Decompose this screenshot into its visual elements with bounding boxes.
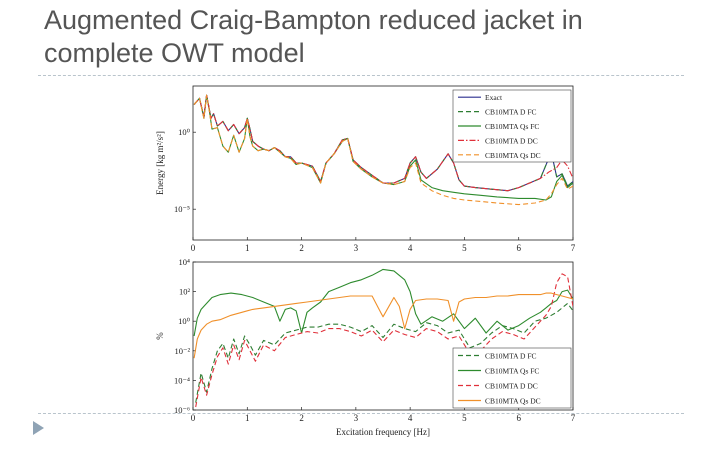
legend: CB10MTA D FC CB10MTA Qs FC CB10MTA D DC CB1… [452, 347, 572, 409]
x-tick-label: 0 [191, 243, 196, 253]
x-tick-label: 1 [245, 243, 250, 253]
legend-entry: CB10MTA Qs DC [485, 397, 541, 406]
x-tick-label: 3 [354, 413, 359, 423]
x-tick-label: 5 [462, 413, 467, 423]
x-tick-label: 5 [462, 243, 467, 253]
series-line-cb10mta-qs-dc [193, 292, 573, 359]
series-line-cb10mta-d-dc [195, 273, 573, 408]
legend-entry: CB10MTA Qs DC [485, 151, 541, 160]
x-tick-label: 6 [516, 413, 521, 423]
x-tick-label: 4 [408, 413, 413, 423]
y-axis-label: Energy [kg m²/s²] [155, 131, 165, 195]
relative-error-subplot: 0 1 2 3 4 5 6 7 10⁴ 10² 10⁰ 10⁻² 10⁻⁴ 10⁻⁶% Excitation… [155, 257, 576, 437]
y-tick-label: 10² [179, 287, 191, 297]
y-tick-label: 10⁻⁵ [174, 204, 190, 214]
series-group [193, 94, 573, 206]
x-tick-label: 4 [408, 243, 413, 253]
x-tick-label: 6 [516, 243, 521, 253]
x-tick-label: 0 [191, 413, 196, 423]
bullet-arrow-icon [33, 421, 44, 435]
x-tick-label: 7 [571, 413, 576, 423]
series-line-cb10mta-qs-fc [193, 268, 573, 337]
series-line-cb10mta-qs-dc [193, 94, 573, 206]
series-line-cb10mta-d-fc [195, 302, 573, 403]
slide-title-line2: complete OWT model [44, 38, 305, 68]
y-tick-label: 10⁰ [178, 127, 191, 137]
y-axis-label: % [155, 332, 165, 340]
slide-title-line1: Augmented Craig-Bampton reduced jacket i… [44, 5, 583, 35]
y-tick-label: 10⁻⁶ [174, 405, 190, 415]
energy-subplot: 0 1 2 3 4 5 6 7 10⁰ 10⁻⁵ Energy [kg m²/s²] Exact CB1… [155, 85, 576, 253]
legend-entry: CB10MTA Qs FC [485, 122, 539, 131]
slide-title: Augmented Craig-Bampton reduced jacket i… [44, 4, 684, 70]
title-divider [38, 75, 684, 76]
legend-box [452, 347, 572, 409]
legend-entry: CB10MTA D DC [485, 382, 538, 391]
energy-comparison-figure: 0 1 2 3 4 5 6 7 10⁰ 10⁻⁵ Energy [kg m²/s²] Exact CB1… [155, 85, 576, 437]
y-tick-label: 10⁴ [179, 257, 191, 267]
legend-entry: CB10MTA Qs FC [485, 367, 539, 376]
x-tick-label: 2 [299, 413, 304, 423]
series-group [193, 268, 573, 408]
y-tick-label: 10⁻⁴ [174, 375, 190, 385]
x-tick-label: 3 [354, 243, 359, 253]
footer-divider [38, 413, 684, 414]
legend-entry: CB10MTA D DC [485, 136, 538, 145]
legend-entry: CB10MTA D FC [485, 352, 537, 361]
legend-box [452, 89, 572, 163]
y-tick-label: 10⁰ [178, 316, 191, 326]
legend-entry: CB10MTA D FC [485, 108, 537, 117]
x-tick-label: 7 [571, 243, 576, 253]
x-tick-label: 2 [299, 243, 304, 253]
x-axis-label: Excitation frequency [Hz] [336, 427, 430, 437]
y-tick-label: 10⁻² [174, 346, 190, 356]
legend: Exact CB10MTA D FC CB10MTA Qs FC CB10MTA D … [452, 89, 572, 163]
legend-entry: Exact [485, 93, 503, 102]
x-tick-label: 1 [245, 413, 250, 423]
